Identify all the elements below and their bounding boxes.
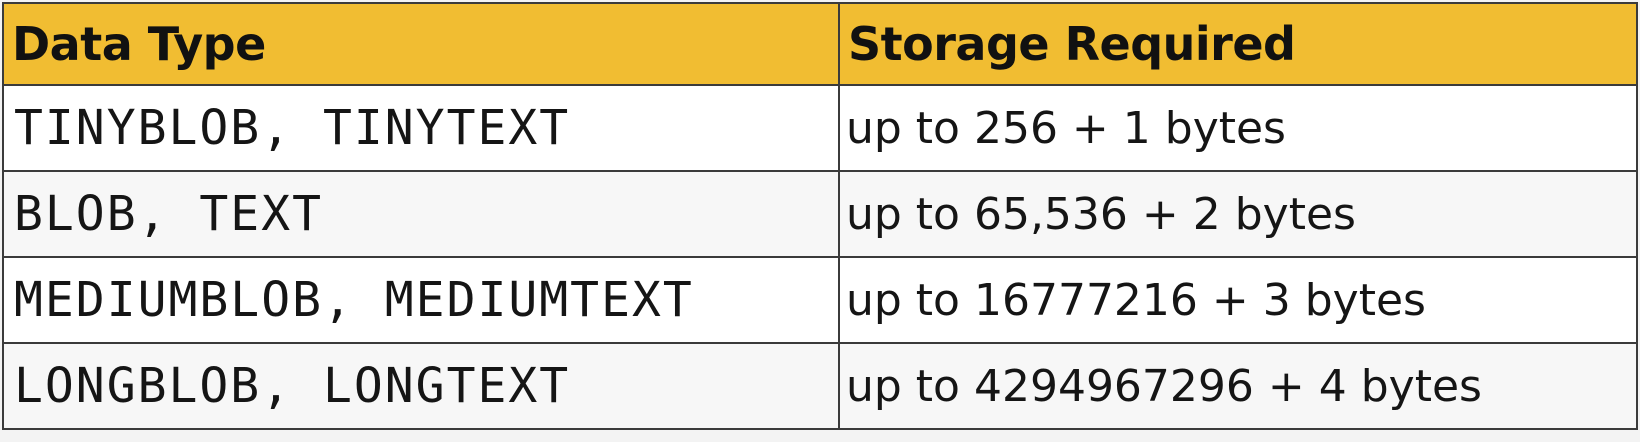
data-type-cell: TINYBLOB, TINYTEXT: [2, 84, 840, 172]
storage-cell: up to 4294967296 + 4 bytes: [838, 342, 1638, 430]
table-row: TINYBLOB, TINYTEXT up to 256 + 1 bytes: [2, 84, 1638, 172]
table-header: Data Type Storage Required: [2, 2, 1638, 86]
table-row: LONGBLOB, LONGTEXT up to 4294967296 + 4 …: [2, 342, 1638, 430]
header-data-type: Data Type: [2, 2, 840, 86]
storage-cell: up to 65,536 + 2 bytes: [838, 170, 1638, 258]
header-row: Data Type Storage Required: [2, 2, 1638, 86]
table-row: MEDIUMBLOB, MEDIUMTEXT up to 16777216 + …: [2, 256, 1638, 344]
data-type-cell: MEDIUMBLOB, MEDIUMTEXT: [2, 256, 840, 344]
table-body: TINYBLOB, TINYTEXT up to 256 + 1 bytes B…: [2, 84, 1638, 430]
header-storage-required: Storage Required: [838, 2, 1638, 86]
data-type-cell: LONGBLOB, LONGTEXT: [2, 342, 840, 430]
data-type-cell: BLOB, TEXT: [2, 170, 840, 258]
data-type-storage-table: Data Type Storage Required TINYBLOB, TIN…: [2, 2, 1638, 430]
storage-cell: up to 16777216 + 3 bytes: [838, 256, 1638, 344]
table-row: BLOB, TEXT up to 65,536 + 2 bytes: [2, 170, 1638, 258]
storage-cell: up to 256 + 1 bytes: [838, 84, 1638, 172]
